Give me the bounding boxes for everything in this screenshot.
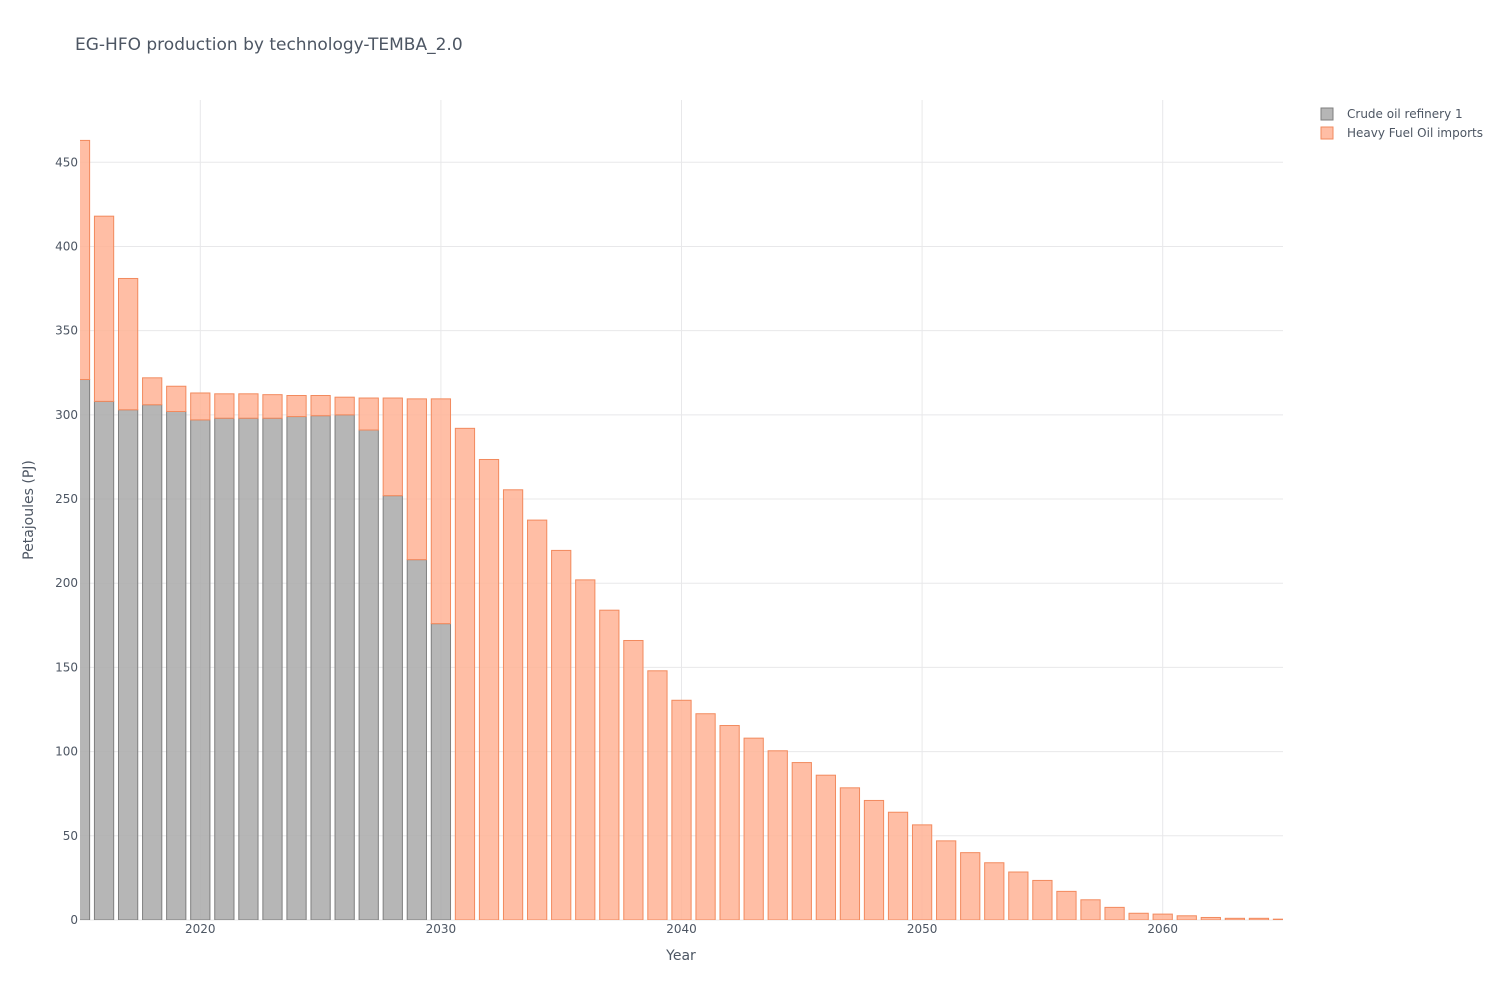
bar-heavy-fuel-oil-imports <box>117 277 139 411</box>
bar-heavy-fuel-oil-imports <box>358 397 379 431</box>
y-tick-label: 450 <box>55 155 78 169</box>
legend-label: Crude oil refinery 1 <box>1347 107 1463 121</box>
bar-heavy-fuel-oil-imports <box>960 852 981 920</box>
axis-ticks: 2020 2030 2040 2050 2060 0 50 100 150 200 250 300 35… <box>55 155 1178 936</box>
bar-heavy-fuel-oil-imports <box>647 670 668 920</box>
bar-heavy-fuel-oil-imports <box>1128 912 1149 920</box>
bar-heavy-fuel-oil-imports <box>984 862 1005 920</box>
bar-crude-oil-refinery <box>214 417 235 920</box>
bar-heavy-fuel-oil-imports <box>936 840 957 920</box>
bar-crude-oil-refinery <box>93 400 115 920</box>
bar-crude-oil-refinery <box>430 623 452 920</box>
x-axis-label: Year <box>665 948 696 964</box>
legend-swatch <box>1320 107 1334 121</box>
bar-heavy-fuel-oil-imports <box>238 393 259 419</box>
legend-label: Heavy Fuel Oil imports <box>1347 126 1483 140</box>
bar-heavy-fuel-oil-imports <box>1248 917 1270 920</box>
bar-heavy-fuel-oil-imports <box>454 427 476 920</box>
bar-heavy-fuel-oil-imports <box>310 395 331 417</box>
y-tick-label: 100 <box>55 745 78 759</box>
bar-series <box>80 139 1283 920</box>
bar-heavy-fuel-oil-imports <box>1032 879 1053 920</box>
bar-heavy-fuel-oil-imports <box>190 392 211 421</box>
bar-heavy-fuel-oil-imports <box>1272 918 1283 920</box>
bar-heavy-fuel-oil-imports <box>719 725 740 920</box>
bar-heavy-fuel-oil-imports <box>93 215 115 402</box>
bar-crude-oil-refinery <box>166 410 187 920</box>
bar-heavy-fuel-oil-imports <box>286 395 307 418</box>
bar-crude-oil-refinery <box>310 415 331 920</box>
y-tick-label: 50 <box>63 829 78 843</box>
bar-crude-oil-refinery <box>80 379 91 920</box>
y-tick-label: 400 <box>55 239 78 253</box>
bar-crude-oil-refinery <box>286 416 307 920</box>
bar-heavy-fuel-oil-imports <box>478 458 500 920</box>
bar-heavy-fuel-oil-imports <box>575 579 596 920</box>
x-tick-label: 2040 <box>666 922 697 936</box>
bar-heavy-fuel-oil-imports <box>839 787 861 920</box>
bar-crude-oil-refinery <box>142 404 163 920</box>
y-tick-label: 250 <box>55 492 78 506</box>
bar-crude-oil-refinery <box>382 495 403 920</box>
bar-heavy-fuel-oil-imports <box>430 398 452 625</box>
y-tick-label: 300 <box>55 408 78 422</box>
bar-heavy-fuel-oil-imports <box>1008 871 1029 920</box>
x-tick-label: 2050 <box>907 922 938 936</box>
chart-title: EG-HFO production by technology-TEMBA_2.… <box>75 35 463 55</box>
bar-heavy-fuel-oil-imports <box>1176 915 1197 920</box>
bar-heavy-fuel-oil-imports <box>527 519 548 920</box>
bar-heavy-fuel-oil-imports <box>743 737 764 920</box>
bar-heavy-fuel-oil-imports <box>599 609 620 920</box>
y-tick-label: 0 <box>70 913 78 927</box>
bar-crude-oil-refinery <box>262 417 283 920</box>
bar-heavy-fuel-oil-imports <box>767 750 788 920</box>
y-tick-label: 150 <box>55 660 78 674</box>
bar-crude-oil-refinery <box>358 429 379 920</box>
bar-heavy-fuel-oil-imports <box>551 549 572 920</box>
bar-heavy-fuel-oil-imports <box>887 811 909 920</box>
bar-heavy-fuel-oil-imports <box>382 397 403 497</box>
bar-heavy-fuel-oil-imports <box>1104 906 1125 920</box>
bar-heavy-fuel-oil-imports <box>1080 899 1101 920</box>
bar-heavy-fuel-oil-imports <box>80 139 91 381</box>
bar-crude-oil-refinery <box>190 419 211 920</box>
bar-heavy-fuel-oil-imports <box>671 699 692 920</box>
bar-heavy-fuel-oil-imports <box>623 639 644 920</box>
bar-heavy-fuel-oil-imports <box>1224 917 1246 920</box>
y-axis-label: Petajoules (PJ) <box>21 460 37 560</box>
legend: Crude oil refinery 1 Heavy Fuel Oil impor… <box>1320 107 1483 140</box>
bar-heavy-fuel-oil-imports <box>1152 913 1173 920</box>
bar-crude-oil-refinery <box>406 559 427 920</box>
y-tick-label: 200 <box>55 576 78 590</box>
bar-crude-oil-refinery <box>334 414 355 920</box>
bar-heavy-fuel-oil-imports <box>863 799 885 920</box>
bar-heavy-fuel-oil-imports <box>214 393 235 419</box>
x-tick-label: 2020 <box>185 922 216 936</box>
bar-heavy-fuel-oil-imports <box>166 385 187 412</box>
legend-swatch <box>1320 126 1334 140</box>
bar-heavy-fuel-oil-imports <box>815 774 836 920</box>
bar-heavy-fuel-oil-imports <box>502 489 524 920</box>
x-tick-label: 2060 <box>1147 922 1178 936</box>
bar-crude-oil-refinery <box>117 409 139 920</box>
bar-heavy-fuel-oil-imports <box>1056 890 1077 920</box>
bar-heavy-fuel-oil-imports <box>262 394 283 419</box>
bar-heavy-fuel-oil-imports <box>911 824 933 920</box>
bar-heavy-fuel-oil-imports <box>1200 916 1221 920</box>
bar-heavy-fuel-oil-imports <box>791 762 812 920</box>
bar-heavy-fuel-oil-imports <box>142 377 163 406</box>
x-tick-label: 2030 <box>426 922 457 936</box>
bar-heavy-fuel-oil-imports <box>406 398 427 561</box>
bar-heavy-fuel-oil-imports <box>334 396 355 416</box>
y-tick-label: 350 <box>55 324 78 338</box>
bar-crude-oil-refinery <box>238 417 259 920</box>
bar-heavy-fuel-oil-imports <box>695 713 716 920</box>
